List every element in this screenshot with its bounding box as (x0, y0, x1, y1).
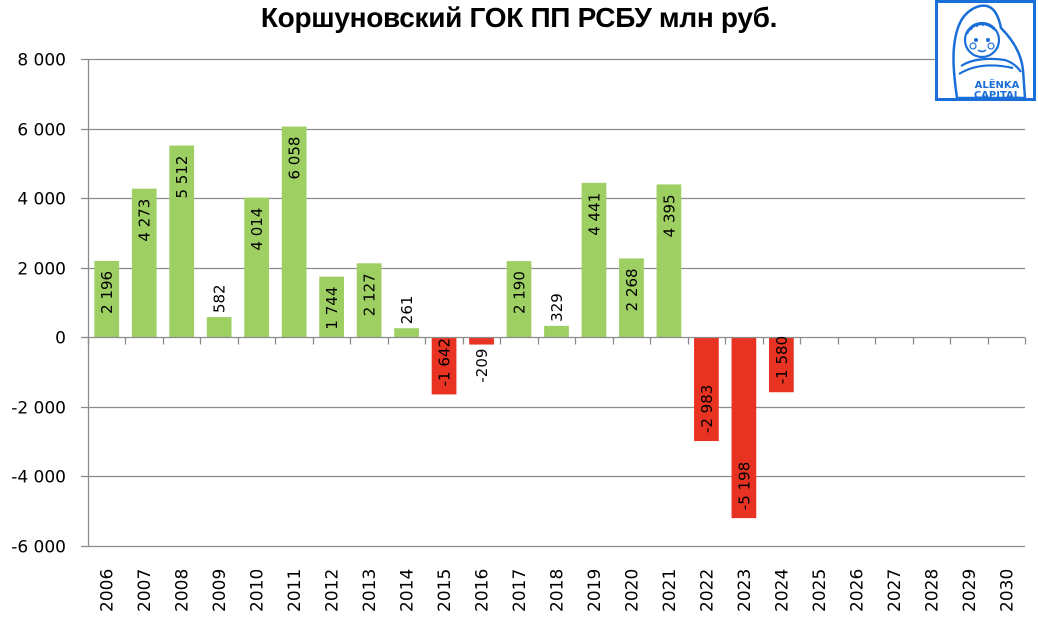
y-tick-label: 2 000 (17, 260, 66, 280)
bars (94, 126, 794, 519)
x-tick-label: 2027 (885, 569, 905, 612)
x-tick-label: 2026 (847, 569, 867, 612)
y-tick-label: 4 000 (17, 190, 66, 210)
data-label: 261 (398, 296, 416, 325)
logo-text-line2: CAPITAL (974, 90, 1021, 101)
x-tick-label: 2022 (697, 569, 717, 612)
x-tick-label: 2012 (323, 569, 343, 612)
data-label: -5 198 (735, 462, 753, 510)
data-label: 2 127 (361, 273, 379, 316)
data-label: 5 512 (173, 156, 191, 199)
x-tick-label: 2030 (997, 569, 1017, 612)
logo-text-line1: ALËNKA (975, 77, 1020, 91)
data-label: -2 983 (698, 385, 716, 433)
bar-2018 (544, 325, 569, 338)
x-tick-label: 2029 (960, 569, 980, 612)
x-tick-label: 2007 (135, 569, 155, 612)
x-tick-label: 2025 (810, 569, 830, 612)
x-tick-label: 2015 (435, 569, 455, 612)
bar-2022 (694, 337, 719, 442)
data-label: -1 642 (436, 338, 454, 386)
data-labels: 2 196 4 273 5 512 582 4 014 6 058 1 744 2 127 26… (98, 137, 791, 511)
y-tick-label: 0 (55, 329, 66, 349)
bar-2021 (656, 184, 682, 338)
data-label: -1 580 (773, 336, 791, 384)
data-label: 4 273 (136, 199, 154, 242)
bar-2016 (469, 337, 494, 345)
data-label: -209 (473, 349, 491, 383)
x-tick-label: 2020 (622, 569, 642, 612)
data-label: 582 (211, 284, 229, 313)
x-tick-label: 2008 (173, 569, 193, 612)
data-label: 4 014 (248, 208, 266, 251)
x-tick-label: 2009 (210, 569, 230, 612)
data-label: 2 190 (511, 271, 529, 314)
bar-2015 (431, 337, 457, 395)
x-tick-label: 2021 (660, 569, 680, 612)
bar-2014 (394, 328, 419, 338)
data-label: 329 (548, 293, 566, 322)
x-tick-label: 2011 (285, 569, 305, 612)
x-tick-label: 2014 (398, 569, 418, 612)
bar-2019 (581, 182, 607, 338)
x-axis: 2006 2007 2008 2009 2010 2011 2012 2013 2014 2015… (87, 336, 1027, 612)
y-tick-label: -2 000 (11, 399, 66, 419)
bar-2007 (131, 188, 157, 338)
x-tick-label: 2018 (548, 569, 568, 612)
gridlines (81, 58, 1025, 548)
bar-2010 (244, 197, 270, 338)
y-tick-label: 6 000 (17, 121, 66, 141)
bar-2013 (356, 263, 382, 338)
y-axis: 8 000 6 000 4 000 2 000 0 -2 000 -4 000 -6 000 (11, 51, 90, 558)
bar-2011 (281, 126, 307, 338)
y-tick-label: 8 000 (17, 51, 66, 71)
x-tick-label: 2023 (735, 569, 755, 612)
data-label: 2 268 (623, 268, 641, 311)
y-tick-label: -4 000 (11, 468, 66, 488)
x-tick-label: 2028 (922, 569, 942, 612)
x-tick-label: 2013 (360, 569, 380, 612)
data-label: 4 441 (585, 193, 603, 236)
x-tick-label: 2006 (98, 569, 118, 612)
data-label: 4 395 (660, 194, 678, 237)
data-label: 1 744 (323, 287, 341, 330)
y-tick-label: -6 000 (11, 538, 66, 558)
data-label: 2 196 (98, 271, 116, 314)
x-tick-label: 2010 (248, 569, 268, 612)
data-label: 6 058 (286, 137, 304, 180)
bar-2017 (506, 261, 532, 338)
matryoshka-icon: ALËNKA CAPITAL (935, 0, 1036, 101)
x-tick-label: 2016 (473, 569, 493, 612)
bar-2008 (169, 145, 195, 338)
x-tick-label: 2019 (585, 569, 605, 612)
bar-2012 (319, 276, 344, 338)
alenka-capital-logo: ALËNKA CAPITAL (935, 0, 1036, 101)
bar-2009 (206, 317, 232, 338)
bar-2024 (769, 337, 794, 393)
x-tick-label: 2024 (772, 569, 792, 612)
bar-2006 (94, 260, 120, 338)
bar-2023 (731, 337, 757, 519)
bar-2020 (619, 258, 644, 338)
chart-title: Коршуновский ГОК ПП РСБУ млн руб. (260, 2, 778, 33)
x-tick-label: 2017 (510, 569, 530, 612)
